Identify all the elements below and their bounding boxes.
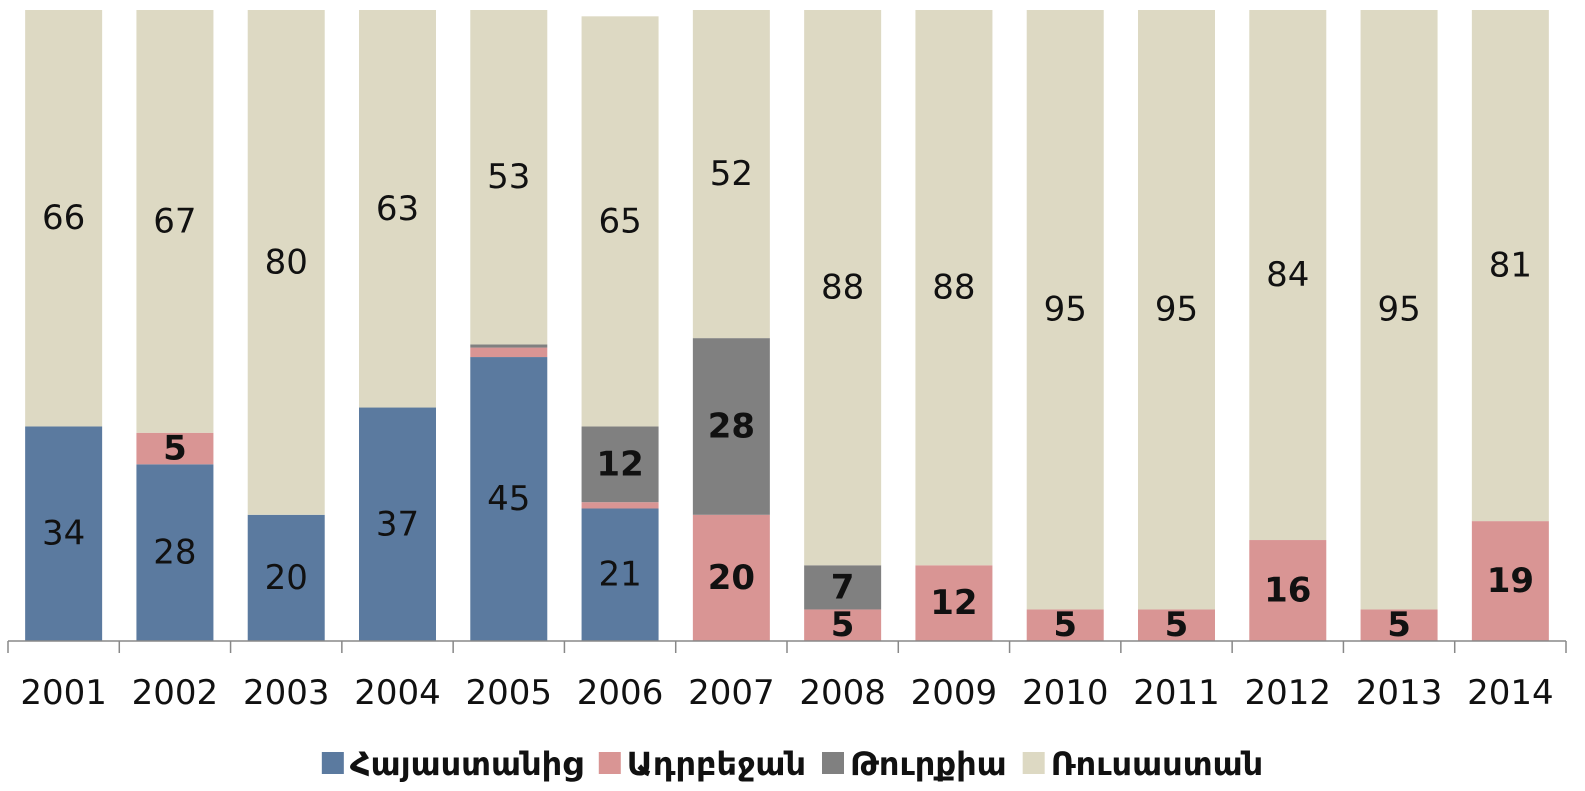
data-label: 80 xyxy=(265,242,308,282)
data-label: 95 xyxy=(1377,290,1420,330)
data-label: 88 xyxy=(821,268,864,308)
legend-label: Ադրբեջան xyxy=(627,745,806,783)
data-label: 37 xyxy=(376,504,419,544)
bar-segment xyxy=(25,426,103,641)
data-label: 45 xyxy=(487,479,530,519)
x-tick-label: 2003 xyxy=(243,673,330,713)
x-tick-label: 2006 xyxy=(577,673,664,713)
data-label: 19 xyxy=(1487,561,1534,601)
bar-segment xyxy=(470,357,548,641)
data-label: 66 xyxy=(42,198,85,238)
data-label: 34 xyxy=(42,514,85,554)
bar-segment xyxy=(247,514,325,641)
bar-segment xyxy=(1471,521,1549,641)
legend-swatch xyxy=(598,752,621,774)
x-tick-label: 2012 xyxy=(1245,673,1332,713)
data-label: 81 xyxy=(1489,246,1532,286)
bar-segment xyxy=(804,609,882,641)
data-label: 5 xyxy=(1053,605,1077,645)
legend-swatch xyxy=(822,752,844,774)
data-label: 63 xyxy=(376,189,419,229)
bar-segment xyxy=(470,344,548,348)
bar-segment xyxy=(1026,10,1104,610)
data-label: 88 xyxy=(932,268,975,308)
x-tick-label: 2011 xyxy=(1133,673,1220,713)
data-label: 5 xyxy=(1387,605,1411,645)
bar-segment xyxy=(1249,540,1327,641)
bar-segment xyxy=(692,514,770,641)
bar-segment xyxy=(915,10,993,566)
bar-segment xyxy=(692,10,770,339)
x-tick-label: 2013 xyxy=(1356,673,1443,713)
bar-segment xyxy=(359,407,436,641)
data-label: 21 xyxy=(598,555,641,595)
x-tick-label: 2004 xyxy=(354,673,441,713)
legend-swatch xyxy=(1022,752,1045,774)
bar-segment xyxy=(804,10,882,566)
bar-segment xyxy=(1360,10,1438,610)
bar-segment xyxy=(359,10,436,408)
bar-segment xyxy=(915,565,993,641)
data-label: 52 xyxy=(710,154,753,194)
data-label: 28 xyxy=(153,533,196,573)
bar-segment xyxy=(1471,10,1549,522)
legend-label: Ռուսաստան xyxy=(1051,745,1263,783)
bar-segment xyxy=(25,10,103,427)
bar-segment xyxy=(1249,10,1327,541)
bar-segment xyxy=(1138,609,1215,641)
data-label: 5 xyxy=(163,429,187,469)
bar-segment xyxy=(581,16,659,427)
bar-segment xyxy=(470,10,548,345)
bar-segment xyxy=(581,426,659,503)
legend-label: Թուրքիա xyxy=(850,745,1007,783)
data-label: 53 xyxy=(487,157,530,197)
bar-segment xyxy=(247,10,325,515)
bar-segment xyxy=(804,565,882,610)
bar-segment xyxy=(581,508,659,641)
x-tick-label: 2009 xyxy=(911,673,998,713)
legend-label: Հայաստանից xyxy=(350,745,583,783)
x-tick-label: 2007 xyxy=(688,673,775,713)
bar-segment xyxy=(136,10,214,433)
data-label: 7 xyxy=(831,567,855,607)
data-label: 84 xyxy=(1266,255,1309,295)
bar-segment xyxy=(470,347,548,358)
x-tick-label: 2002 xyxy=(132,673,219,713)
data-label: 67 xyxy=(153,201,196,241)
x-tick-label: 2010 xyxy=(1022,673,1109,713)
bar-segment xyxy=(1026,609,1104,641)
x-tick-label: 2014 xyxy=(1467,673,1554,713)
data-label: 95 xyxy=(1155,290,1198,330)
bar-segment xyxy=(692,338,770,515)
x-tick-label: 2005 xyxy=(466,673,553,713)
bar-segment xyxy=(136,464,214,641)
data-label: 5 xyxy=(1165,605,1189,645)
data-label: 5 xyxy=(831,605,855,645)
x-tick-label: 2001 xyxy=(20,673,107,713)
bar-segment xyxy=(1360,609,1438,641)
data-label: 12 xyxy=(596,444,643,484)
bar-segment xyxy=(136,432,214,465)
data-label: 12 xyxy=(930,583,977,623)
data-label: 20 xyxy=(708,558,755,598)
x-tick-label: 2008 xyxy=(799,673,886,713)
data-label: 28 xyxy=(708,406,755,446)
data-label: 65 xyxy=(598,201,641,241)
data-label: 95 xyxy=(1044,290,1087,330)
data-label: 16 xyxy=(1264,571,1311,611)
bar-segment xyxy=(581,502,659,509)
bar-segment xyxy=(1138,10,1215,610)
legend-swatch xyxy=(321,752,344,774)
data-label: 20 xyxy=(265,558,308,598)
